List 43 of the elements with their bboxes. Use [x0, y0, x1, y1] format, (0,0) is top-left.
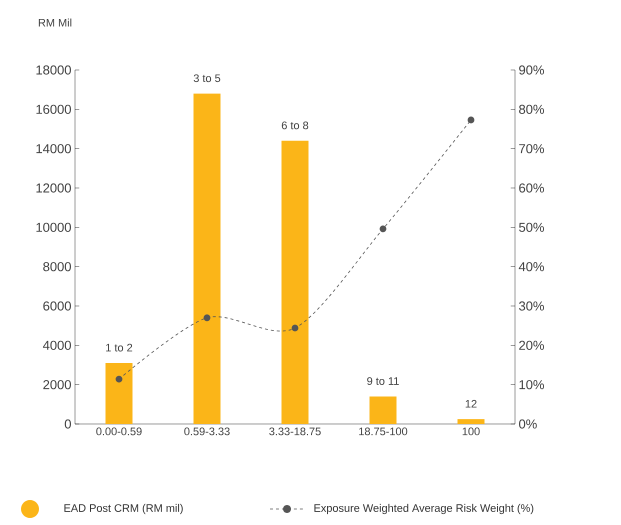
- bar: [458, 419, 484, 424]
- point: [116, 376, 122, 383]
- point: [380, 226, 386, 232]
- legend-label: EAD Post CRM (RM mil): [64, 504, 183, 514]
- y2-tick-label: 60%: [519, 183, 544, 193]
- bar: [370, 396, 396, 424]
- y-tick-label: 18000: [36, 65, 71, 75]
- point: [292, 324, 298, 332]
- bar: [194, 94, 220, 424]
- x-tick-label: 100: [462, 428, 480, 436]
- y-tick-label: 8000: [43, 262, 71, 272]
- annotation: 9 to 11: [367, 377, 399, 385]
- y2-tick-label: 90%: [519, 65, 544, 75]
- y-tick-label: 2000: [43, 380, 71, 390]
- point: [204, 314, 210, 322]
- x-tick-label: 18.75-100: [359, 428, 408, 436]
- y-tick-label: 10000: [36, 222, 71, 232]
- y-tick-label: 12000: [36, 183, 71, 193]
- y2-tick-label: 0%: [519, 419, 537, 429]
- legend-label: Exposure Weighted Average Risk Weight (%): [314, 504, 534, 514]
- y-tick-label: 14000: [36, 144, 71, 154]
- y-axis-title: RM Mil: [38, 18, 72, 26]
- y2-tick-label: 30%: [519, 301, 544, 311]
- y-tick-label: 4000: [42, 340, 71, 350]
- y-tick-label: 0: [64, 419, 71, 429]
- y-tick-label: 16000: [36, 104, 71, 114]
- annotation: 3 to 5: [194, 74, 220, 82]
- x-tick-label: 3.33-18.75: [269, 428, 321, 436]
- annotation: 1 to 2: [106, 344, 132, 352]
- x-tick-label: 0.00-0.59: [96, 428, 142, 436]
- bar: [282, 140, 308, 424]
- annotation: 6 to 8: [282, 122, 308, 130]
- y2-tick-label: 20%: [519, 340, 544, 350]
- y2-tick-label: 80%: [519, 104, 544, 114]
- x-tick-label: 0.59-3.33: [184, 428, 230, 436]
- bar: [106, 363, 132, 424]
- point: [468, 116, 474, 124]
- y2-tick-label: 70%: [519, 144, 544, 154]
- y2-tick-label: 40%: [518, 262, 544, 272]
- y-tick-label: 6000: [43, 301, 71, 311]
- annotation: 12: [466, 400, 477, 408]
- y2-tick-label: 50%: [519, 222, 544, 232]
- y2-tick-label: 10%: [520, 380, 544, 390]
